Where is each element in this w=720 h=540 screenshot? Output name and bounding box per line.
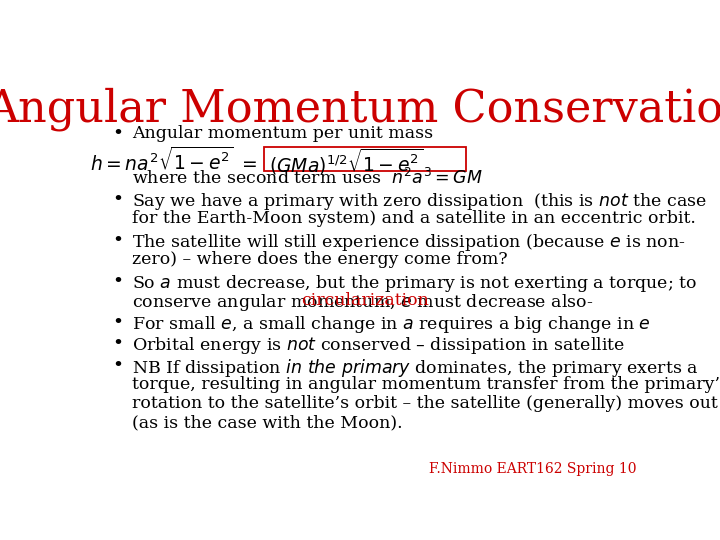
Text: $(GMa)^{1/2}\sqrt{1-e^2}$: $(GMa)^{1/2}\sqrt{1-e^2}$ — [269, 147, 423, 177]
Text: rotation to the satellite’s orbit – the satellite (generally) moves out: rotation to the satellite’s orbit – the … — [132, 395, 718, 413]
Text: for the Earth-Moon system) and a satellite in an eccentric orbit.: for the Earth-Moon system) and a satelli… — [132, 210, 696, 227]
Text: F.Nimmo EART162 Spring 10: F.Nimmo EART162 Spring 10 — [429, 462, 637, 476]
Text: •: • — [112, 191, 123, 209]
Text: For small $\it{e}$, a small change in $\it{a}$ requires a big change in $\it{e}$: For small $\it{e}$, a small change in $\… — [132, 314, 651, 335]
Text: torque, resulting in angular momentum transfer from the primary’s: torque, resulting in angular momentum tr… — [132, 376, 720, 393]
Text: circularization: circularization — [302, 292, 429, 309]
Text: (as is the case with the Moon).: (as is the case with the Moon). — [132, 415, 402, 431]
Text: zero) – where does the energy come from?: zero) – where does the energy come from? — [132, 251, 508, 268]
Text: •: • — [112, 232, 123, 250]
Text: •: • — [112, 125, 123, 143]
Text: •: • — [112, 314, 123, 332]
Text: •: • — [112, 335, 123, 353]
Text: So $\it{a}$ must decrease, but the primary is not exerting a torque; to: So $\it{a}$ must decrease, but the prima… — [132, 273, 697, 294]
Text: The satellite will still experience dissipation (because $\it{e}$ is non-: The satellite will still experience diss… — [132, 232, 685, 253]
Text: $h = na^2\sqrt{1-e^2}\ =$: $h = na^2\sqrt{1-e^2}\ =$ — [90, 147, 258, 175]
Text: Orbital energy is $\it{not}$ conserved – dissipation in satellite: Orbital energy is $\it{not}$ conserved –… — [132, 335, 625, 356]
Text: Say we have a primary with zero dissipation  (this is $\it{not}$ the case: Say we have a primary with zero dissipat… — [132, 191, 706, 212]
Text: where the second term uses  $n^2 a^3 = GM$: where the second term uses $n^2 a^3 = GM… — [132, 168, 482, 188]
Text: conserve angular momentum, $\it{e}$ must decrease also-: conserve angular momentum, $\it{e}$ must… — [132, 292, 594, 313]
Text: •: • — [112, 273, 123, 291]
Text: Angular momentum per unit mass: Angular momentum per unit mass — [132, 125, 433, 142]
Text: •: • — [112, 357, 123, 375]
Text: Angular Momentum Conservation: Angular Momentum Conservation — [0, 87, 720, 131]
Text: NB If dissipation $\it{in\ the\ primary}$ dominates, the primary exerts a: NB If dissipation $\it{in\ the\ primary}… — [132, 357, 698, 379]
